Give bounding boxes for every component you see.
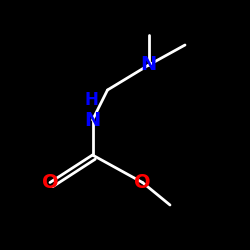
Text: O: O — [42, 173, 58, 192]
Text: N: N — [140, 56, 157, 74]
Text: O: O — [134, 173, 151, 192]
Text: N: N — [84, 110, 100, 130]
Text: H: H — [84, 91, 98, 109]
